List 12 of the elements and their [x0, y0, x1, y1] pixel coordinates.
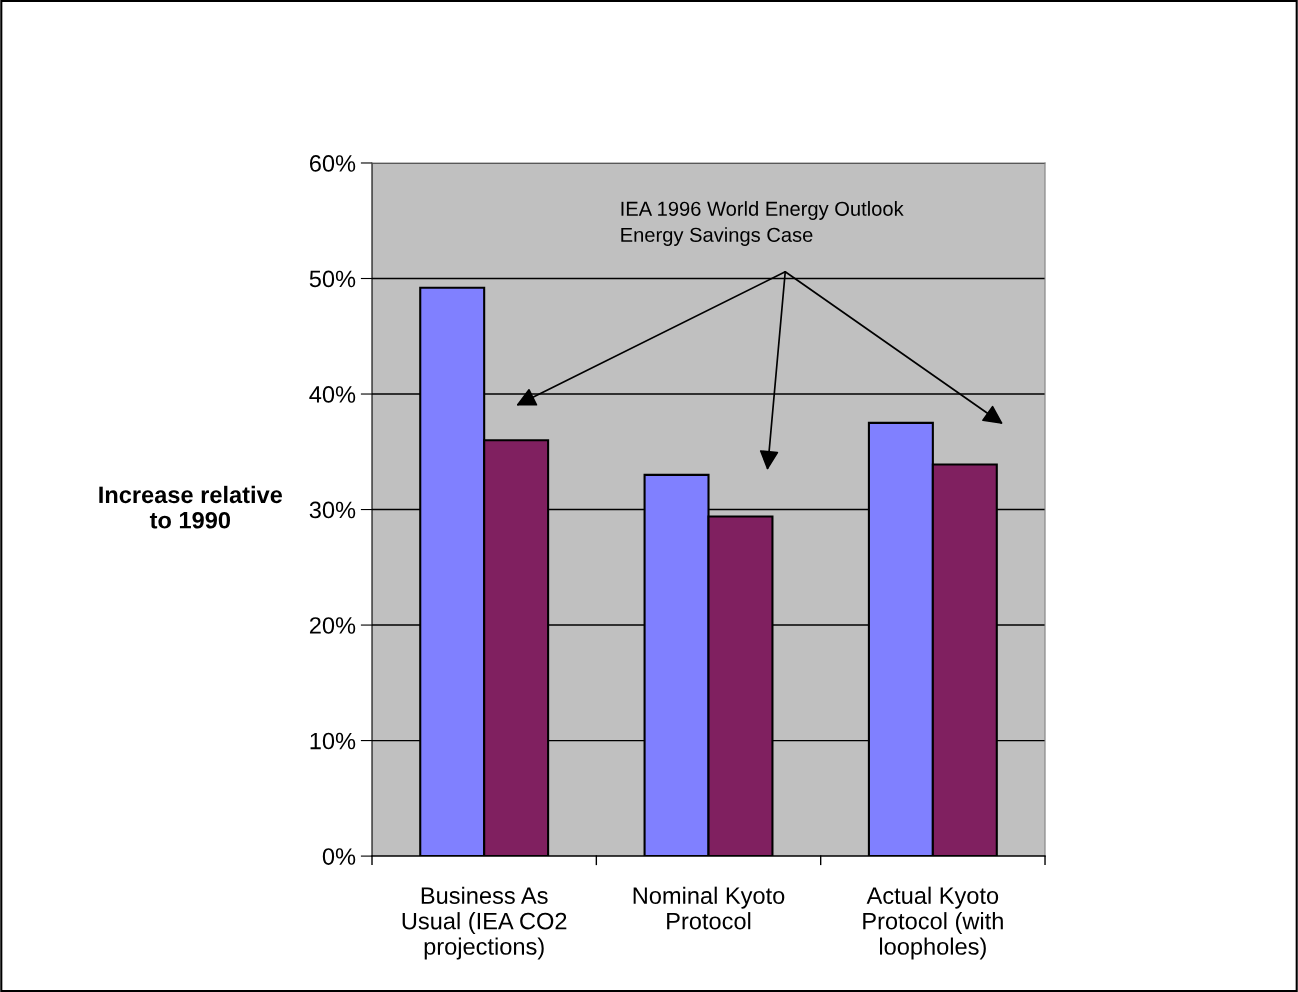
x-tick-label: Actual Kyoto Protocol (with loopholes): [863, 886, 1003, 960]
y-tick-label: 30%: [309, 501, 356, 519]
y-tick-label: 0%: [322, 848, 356, 865]
y-tick-label: 20%: [309, 617, 356, 634]
y-tick-label: 40%: [309, 386, 356, 403]
y-tick-label: 60%: [309, 155, 356, 172]
annotation: IEA 1996 World Energy Outlook Energy Savings Case: [621, 201, 904, 246]
x-tick-label: Nominal Kyoto Protocol: [633, 886, 785, 930]
y-axis-title: Increase relative to 1990: [99, 485, 283, 529]
y-tick-label: 50%: [309, 270, 356, 288]
x-tick-label: Business As Usual (IEA CO2 projections): [402, 886, 567, 960]
y-tick-label: 10%: [310, 732, 356, 750]
